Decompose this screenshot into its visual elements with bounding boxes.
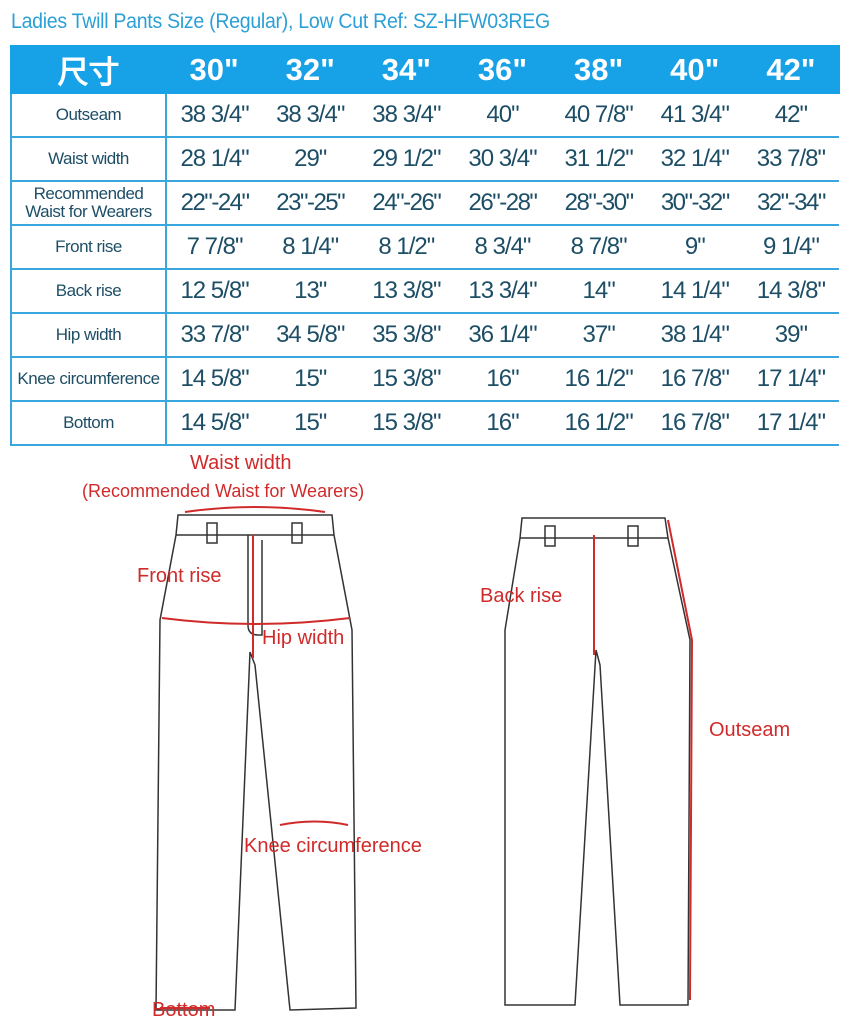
measurement-cell: 38 3/4 <box>262 92 359 138</box>
row-label: Back rise <box>10 268 167 314</box>
table-row: Recommended Waist for Wearers 22"-24" 23"-… <box>10 180 839 226</box>
chart-title: Ladies Twill Pants Size (Regular), Low C… <box>11 10 550 33</box>
measurement-cell: 12 5/8 <box>166 268 263 314</box>
measurement-cell: 41 3/4 <box>646 92 743 138</box>
label-bottom: Bottom <box>152 999 216 1021</box>
measurement-cell: 14 3/8 <box>742 268 839 314</box>
measurement-cell: 31 1/2 <box>550 136 647 182</box>
row-label: Recommended Waist for Wearers <box>10 180 167 226</box>
measurement-cell: 36 1/4 <box>454 312 551 358</box>
measurement-cell: 15 <box>262 356 359 402</box>
measurement-cell: 42 <box>742 92 839 138</box>
row-label: Front rise <box>10 224 167 270</box>
measurement-cell: 16 1/2 <box>550 400 647 446</box>
measurement-lines <box>160 506 694 1009</box>
measurement-cell: 14 <box>550 268 647 314</box>
size-header: 38" <box>549 45 648 94</box>
row-label: Outseam <box>10 92 167 138</box>
size-header: 36" <box>453 45 552 94</box>
measurement-cell: 13 3/4 <box>454 268 551 314</box>
measurement-cell: 29 <box>262 136 359 182</box>
measurement-cell: 13 3/8 <box>358 268 455 314</box>
measurement-cell: 24"-26" <box>358 180 455 226</box>
label-front-rise: Front rise <box>137 565 222 587</box>
measurement-cell: 8 1/2 <box>358 224 455 270</box>
measurement-cell: 15 3/8 <box>358 400 455 446</box>
measurement-cell: 34 5/8 <box>262 312 359 358</box>
measurement-cell: 22"-24" <box>166 180 263 226</box>
size-header: 42" <box>741 45 841 94</box>
row-label: Knee circumference <box>10 356 167 402</box>
measurement-cell: 32"-34" <box>742 180 839 226</box>
measurement-cell: 40 7/8 <box>550 92 647 138</box>
measurement-cell: 17 1/4 <box>742 400 839 446</box>
measurement-cell: 38 1/4 <box>646 312 743 358</box>
measurement-cell: 14 5/8 <box>166 400 263 446</box>
measurement-cell: 9 <box>646 224 743 270</box>
size-header: 30" <box>164 45 264 94</box>
size-header: 40" <box>645 45 744 94</box>
measurement-cell: 14 5/8 <box>166 356 263 402</box>
measurement-cell: 14 1/4 <box>646 268 743 314</box>
row-label: Waist width <box>10 136 167 182</box>
measurement-cell: 38 3/4 <box>166 92 263 138</box>
label-recommended-waist: (Recommended Waist for Wearers) <box>82 481 365 501</box>
label-back-rise: Back rise <box>480 585 563 607</box>
measurement-cell: 40 <box>454 92 551 138</box>
measurement-cell: 16 1/2 <box>550 356 647 402</box>
measurement-cell: 15 <box>262 400 359 446</box>
measurement-cell: 13 <box>262 268 359 314</box>
measurement-cell: 29 1/2 <box>358 136 455 182</box>
measurement-cell: 28 1/4 <box>166 136 263 182</box>
label-hip-width: Hip width <box>262 627 345 649</box>
measurement-cell: 39 <box>742 312 839 358</box>
measurement-cell: 28"-30" <box>550 180 647 226</box>
measurement-cell: 32 1/4 <box>646 136 743 182</box>
measurement-cell: 17 1/4 <box>742 356 839 402</box>
size-header: 32" <box>261 45 360 94</box>
measurement-cell: 30"-32" <box>646 180 743 226</box>
measurement-cell: 8 7/8 <box>550 224 647 270</box>
measurement-cell: 8 3/4 <box>454 224 551 270</box>
size-corner-label: 尺寸 <box>10 45 167 94</box>
measurement-cell: 8 1/4 <box>262 224 359 270</box>
measurement-cell: 16 <box>454 356 551 402</box>
measurement-cell: 16 <box>454 400 551 446</box>
label-waist-width: Waist width <box>190 452 292 474</box>
label-outseam: Outseam <box>709 719 791 741</box>
measurement-cell: 35 3/8 <box>358 312 455 358</box>
measurement-cell: 7 7/8 <box>166 224 263 270</box>
measurement-cell: 33 7/8 <box>166 312 263 358</box>
measurement-cell: 9 1/4 <box>742 224 839 270</box>
measurement-cell: 30 3/4 <box>454 136 551 182</box>
header-row: 尺寸 30" 32" 34" 36" 38" 40" 42" <box>10 45 841 94</box>
row-label: Bottom <box>10 400 167 446</box>
pants-diagram <box>155 506 694 1011</box>
row-label: Hip width <box>10 312 167 358</box>
measurement-cell: 33 7/8 <box>742 136 839 182</box>
measurement-cell: 16 7/8 <box>646 356 743 402</box>
measurement-cell: 37 <box>550 312 647 358</box>
front-pants-outline <box>155 514 357 1011</box>
measurement-cell: 26"-28" <box>454 180 551 226</box>
label-knee-circumference: Knee circumference <box>244 835 422 857</box>
measurement-cell: 38 3/4 <box>358 92 455 138</box>
measurement-cell: 15 3/8 <box>358 356 455 402</box>
measurement-cell: 16 7/8 <box>646 400 743 446</box>
size-header: 34" <box>357 45 456 94</box>
measurement-cell: 23"-25" <box>262 180 359 226</box>
